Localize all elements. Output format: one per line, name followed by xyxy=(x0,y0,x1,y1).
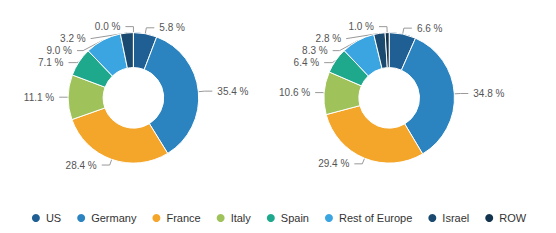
svg-text:7.1 %: 7.1 % xyxy=(38,57,64,68)
svg-text:Italy: Italy xyxy=(231,212,252,224)
svg-text:Israel: Israel xyxy=(442,212,469,224)
svg-text:5.8 %: 5.8 % xyxy=(159,22,185,33)
svg-text:8.3 %: 8.3 % xyxy=(302,45,328,56)
svg-text:Rest of Europe: Rest of Europe xyxy=(339,212,412,224)
svg-text:France: France xyxy=(166,212,200,224)
svg-text:10.6 %: 10.6 % xyxy=(279,87,310,98)
svg-text:Spain: Spain xyxy=(281,212,309,224)
svg-text:3.2 %: 3.2 % xyxy=(60,33,86,44)
svg-text:29.4 %: 29.4 % xyxy=(318,158,349,169)
svg-text:34.8 %: 34.8 % xyxy=(473,88,504,99)
svg-text:9.0 %: 9.0 % xyxy=(46,45,72,56)
svg-text:0.0 %: 0.0 % xyxy=(95,21,121,32)
svg-text:35.4 %: 35.4 % xyxy=(217,86,248,97)
svg-text:28.4 %: 28.4 % xyxy=(66,160,97,171)
svg-text:11.1 %: 11.1 % xyxy=(24,92,54,103)
svg-text:ROW: ROW xyxy=(499,212,527,224)
svg-text:6.4 %: 6.4 % xyxy=(294,57,320,68)
svg-text:Germany: Germany xyxy=(91,212,137,224)
svg-text:6.6 %: 6.6 % xyxy=(417,23,443,34)
svg-text:1.0 %: 1.0 % xyxy=(348,21,374,32)
svg-text:US: US xyxy=(46,212,61,224)
svg-text:2.8 %: 2.8 % xyxy=(316,33,342,44)
